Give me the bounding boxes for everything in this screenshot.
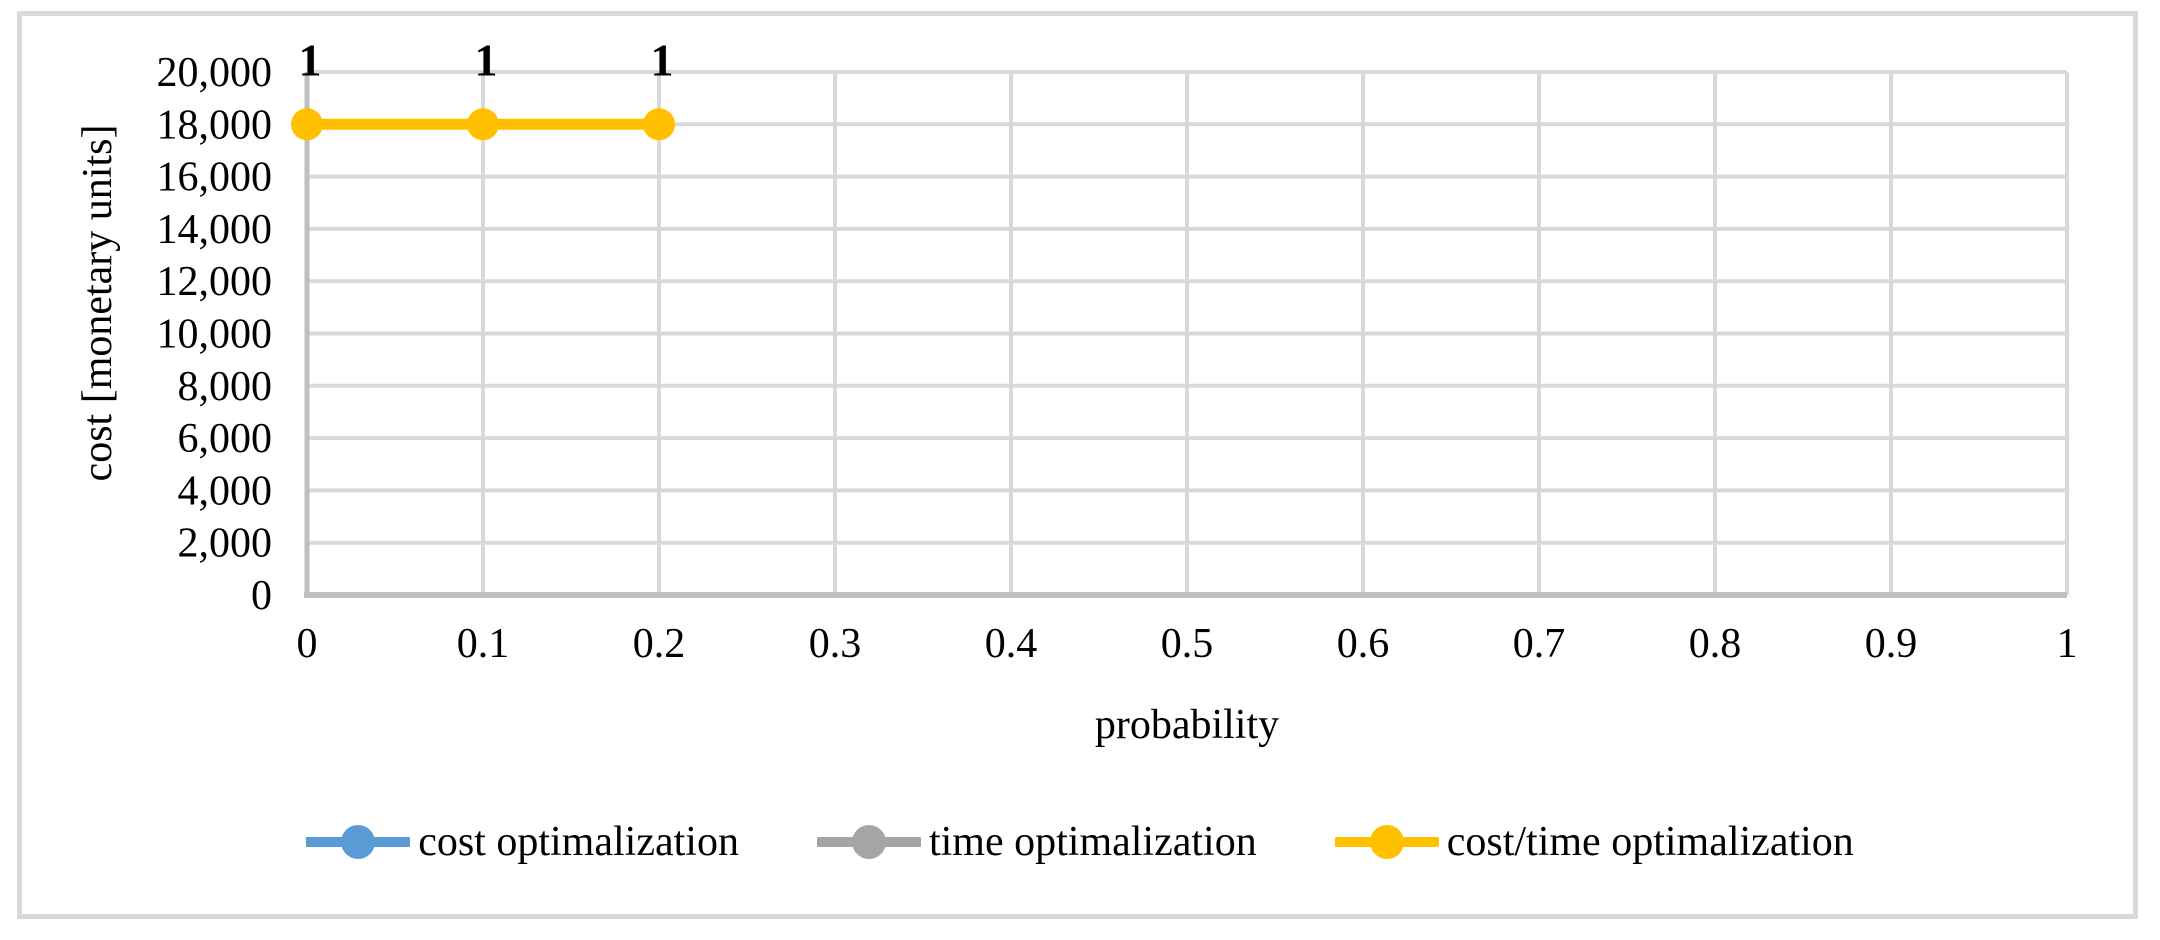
- legend-item: cost optimalization: [306, 812, 739, 872]
- x-tick-label: 0.3: [809, 621, 862, 667]
- data-label: 1: [651, 34, 674, 85]
- x-tick-label: 0.8: [1689, 621, 1742, 667]
- y-tick-label: 0: [251, 573, 272, 619]
- y-tick-label: 20,000: [157, 50, 273, 96]
- y-axis-title: cost [monetary units]: [75, 125, 121, 482]
- y-tick-label: 4,000: [178, 468, 273, 514]
- legend-marker-swatch: [851, 825, 886, 859]
- x-tick-label: 1: [2057, 621, 2078, 667]
- y-tick-label: 8,000: [178, 364, 273, 410]
- data-point-marker: [643, 108, 675, 141]
- legend-label: time optimalization: [928, 819, 1257, 865]
- y-tick-label: 16,000: [157, 155, 273, 201]
- legend-key-icon: [816, 825, 921, 859]
- x-axis-title: probability: [1095, 702, 1279, 748]
- y-tick-label: 14,000: [157, 207, 273, 253]
- x-tick-label: 0.1: [457, 621, 510, 667]
- tick-labels: 0 2,000 4,000 6,000 8,000 10,000 12,000 14,000 1…: [157, 50, 2078, 667]
- y-tick-label: 10,000: [157, 312, 273, 358]
- y-tick-label: 6,000: [178, 416, 273, 462]
- x-tick-label: 0: [297, 621, 318, 667]
- data-label: 1: [299, 34, 322, 85]
- data-point-marker: [467, 108, 499, 141]
- gridlines: [307, 70, 2069, 595]
- y-tick-label: 2,000: [178, 521, 273, 567]
- legend: cost optimalization time optimalization co…: [0, 812, 2160, 872]
- legend-marker-swatch: [1369, 825, 1404, 859]
- y-tick-label: 12,000: [157, 259, 273, 305]
- figure-border: [17, 11, 2138, 919]
- legend-item: time optimalization: [816, 812, 1257, 872]
- axis-lines: [304, 72, 2067, 598]
- data-label: 1: [475, 34, 498, 85]
- x-tick-label: 0.4: [985, 621, 1038, 667]
- x-tick-label: 0.9: [1865, 621, 1918, 667]
- x-tick-label: 0.2: [633, 621, 686, 667]
- legend-label: cost/time optimalization: [1446, 819, 1854, 865]
- legend-marker-swatch: [341, 825, 376, 859]
- legend-item: cost/time optimalization: [1334, 812, 1854, 872]
- legend-key-icon: [1334, 825, 1439, 859]
- legend-key-icon: [306, 825, 411, 859]
- legend-label: cost optimalization: [418, 819, 739, 865]
- x-tick-label: 0.6: [1337, 621, 1390, 667]
- y-tick-label: 18,000: [157, 102, 273, 148]
- data-point-marker: [291, 108, 323, 141]
- x-tick-label: 0.7: [1513, 621, 1566, 667]
- series-layer: 1 1 1: [291, 34, 675, 141]
- x-tick-label: 0.5: [1161, 621, 1214, 667]
